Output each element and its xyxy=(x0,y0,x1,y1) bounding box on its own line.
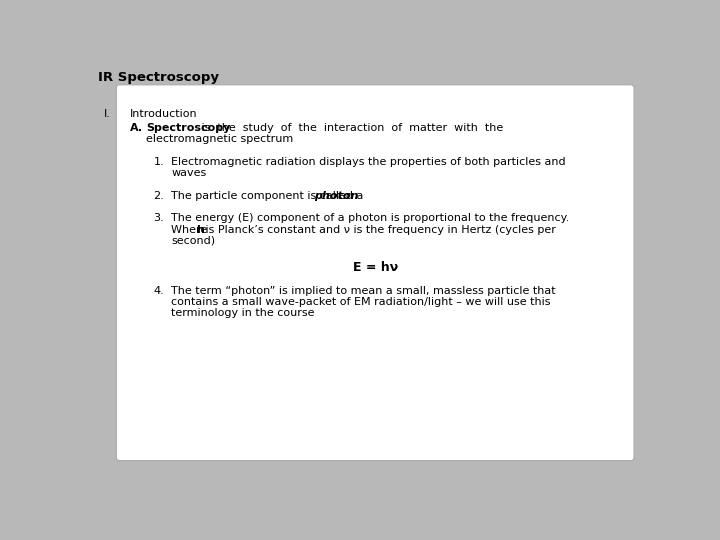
Text: The particle component is called a: The particle component is called a xyxy=(171,191,367,201)
Text: h: h xyxy=(196,225,204,234)
Text: A.: A. xyxy=(130,123,143,133)
Text: is Planck’s constant and ν is the frequency in Hertz (cycles per: is Planck’s constant and ν is the freque… xyxy=(202,225,555,234)
Text: 4.: 4. xyxy=(153,286,164,296)
Text: Spectroscopy: Spectroscopy xyxy=(145,123,230,133)
Text: 3.: 3. xyxy=(153,213,164,224)
Text: IR Spectroscopy: IR Spectroscopy xyxy=(98,71,219,84)
FancyBboxPatch shape xyxy=(117,85,634,461)
Text: 1.: 1. xyxy=(153,157,164,167)
Text: electromagnetic spectrum: electromagnetic spectrum xyxy=(145,134,293,144)
Text: 2.: 2. xyxy=(153,191,164,201)
Text: Where: Where xyxy=(171,225,211,234)
Text: is  the  study  of  the  interaction  of  matter  with  the: is the study of the interaction of matte… xyxy=(198,123,503,133)
Text: I.: I. xyxy=(104,110,111,119)
Text: E = hν: E = hν xyxy=(353,261,398,274)
Text: The term “photon” is implied to mean a small, massless particle that: The term “photon” is implied to mean a s… xyxy=(171,286,556,296)
Text: second): second) xyxy=(171,236,215,246)
Text: contains a small wave-packet of EM radiation/light – we will use this: contains a small wave-packet of EM radia… xyxy=(171,297,551,307)
Text: terminology in the course: terminology in the course xyxy=(171,308,315,318)
Text: Electromagnetic radiation displays the properties of both particles and: Electromagnetic radiation displays the p… xyxy=(171,157,566,167)
Text: The energy (E) component of a photon is proportional to the frequency.: The energy (E) component of a photon is … xyxy=(171,213,570,224)
Text: waves: waves xyxy=(171,168,207,178)
Text: Introduction: Introduction xyxy=(130,110,198,119)
Text: photon: photon xyxy=(314,191,359,201)
